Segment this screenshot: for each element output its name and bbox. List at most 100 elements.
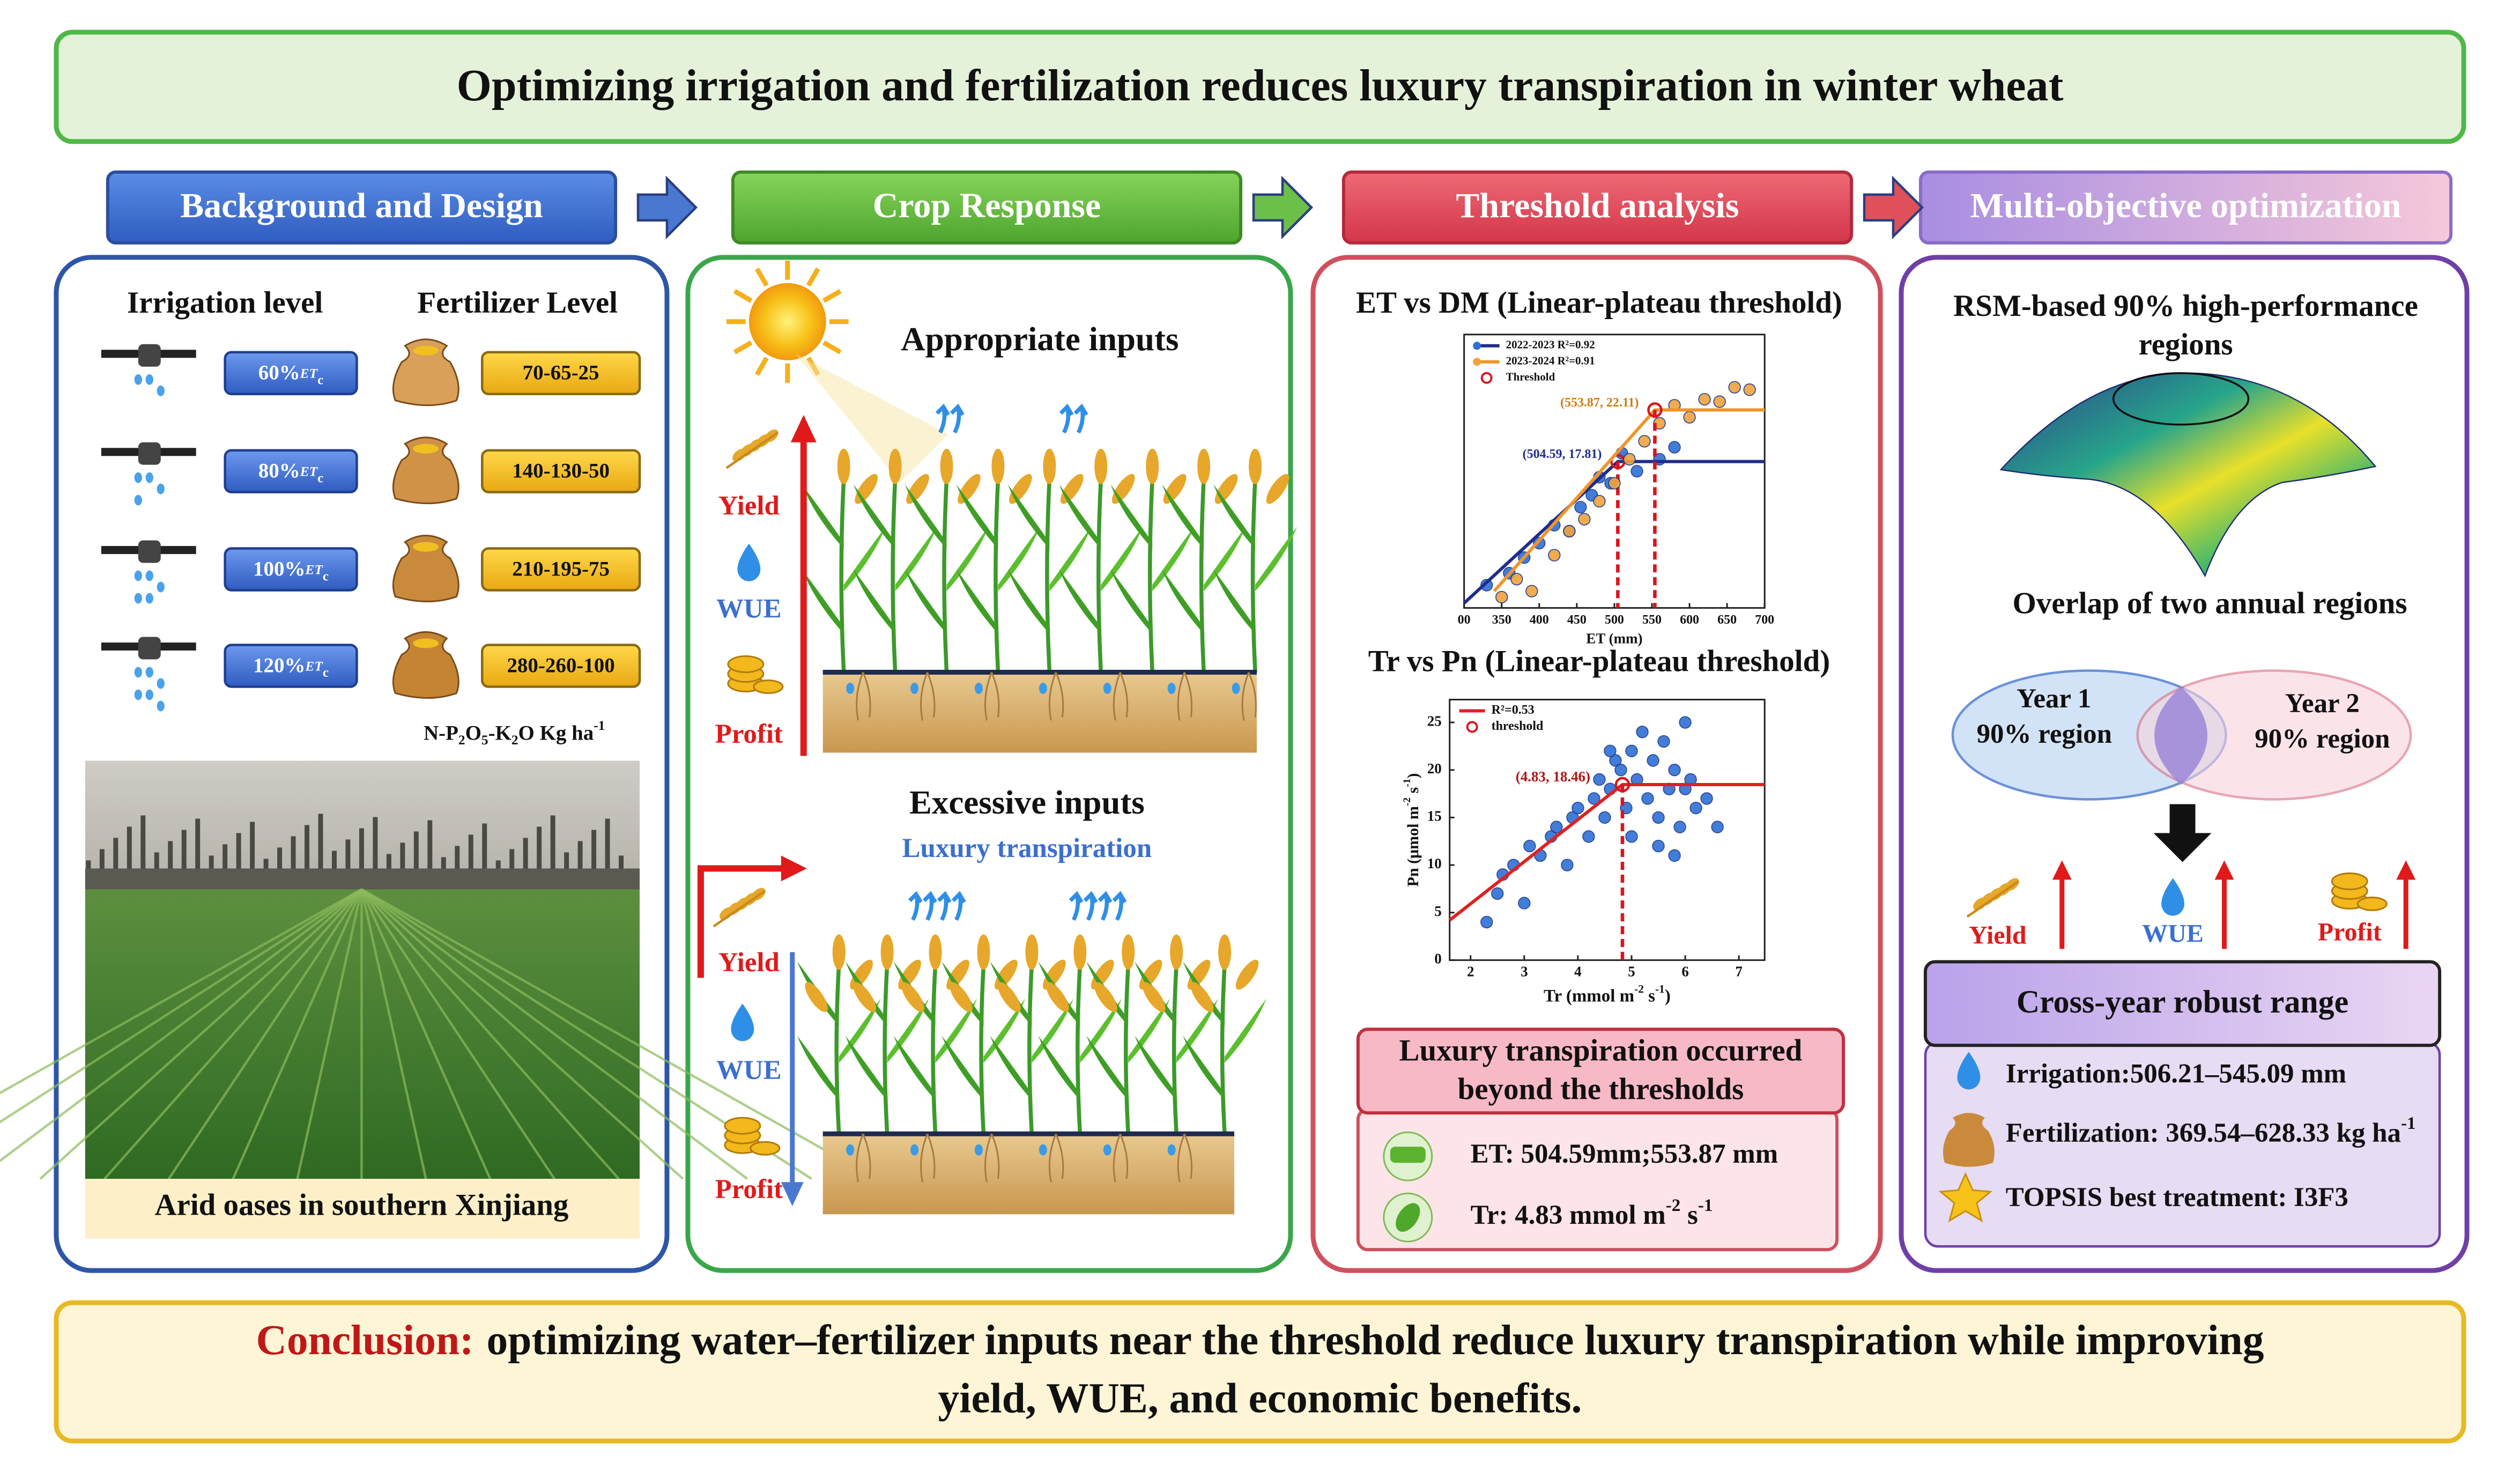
data-point <box>1636 726 1649 738</box>
star-icon <box>1938 1172 1993 1223</box>
stem <box>931 965 938 1134</box>
emitter <box>138 344 161 367</box>
leaf <box>1049 527 1092 592</box>
increase-arrow-head <box>2052 860 2072 880</box>
legend-label: 2022-2023 R²=0.92 <box>1506 338 1595 351</box>
data-point <box>1593 773 1606 786</box>
crop-row <box>0 888 362 1095</box>
text-part: Pn (μmol m <box>1404 806 1422 886</box>
water-drop <box>1039 683 1047 694</box>
legend-marker <box>1466 721 1478 733</box>
bent-arrow <box>697 865 784 978</box>
benefit-label: Profit <box>2318 918 2382 946</box>
leaf <box>942 1036 984 1100</box>
conclusion-line: yield, WUE, and economic benefits. <box>938 1374 1582 1422</box>
step-title: Crop Response <box>873 186 1101 225</box>
crop-row <box>232 889 363 1180</box>
legend-marker <box>1480 372 1493 384</box>
text-part: ET <box>305 659 323 674</box>
stem <box>1027 965 1034 1134</box>
sun-ray <box>754 357 769 376</box>
x-tick-label: 500 <box>1605 613 1624 627</box>
y-tick-label: 5 <box>1434 903 1441 919</box>
region-outline <box>2112 372 2250 426</box>
fertilizer-grains <box>413 542 439 552</box>
y-tick-label: 10 <box>1427 855 1442 871</box>
fertilizer-box <box>480 644 641 688</box>
emitter <box>138 637 161 660</box>
sun-beam <box>795 353 948 483</box>
text-part: TOPSIS best treatment: I3F3 <box>2006 1183 2348 1213</box>
text-part: -K <box>488 721 512 744</box>
fertilizer-grains <box>413 345 439 356</box>
water-drop <box>974 1144 983 1156</box>
vapor-arrow <box>1083 891 1098 921</box>
text-part: 2 <box>458 733 465 748</box>
wheat-ear <box>950 982 973 1013</box>
leaf <box>1176 999 1219 1063</box>
crop-row <box>360 889 427 1179</box>
benefit-label: Yield <box>718 491 780 521</box>
irrigation-label-box <box>224 449 358 493</box>
water-drop <box>145 593 153 604</box>
water-drop <box>134 570 142 581</box>
y-tick-label: 15 <box>1427 808 1442 824</box>
irrigation-label: 60%ETc <box>258 361 324 388</box>
conclusion-block: Conclusion: optimizing water–fertilizer i… <box>54 1300 2466 1444</box>
text-part: -2 <box>1666 1195 1681 1215</box>
overlap-title: Overlap of two annual regions <box>2012 587 2407 620</box>
soil <box>822 1134 1235 1215</box>
water-drop <box>134 472 142 483</box>
title-block: Optimizing irrigation and fertilization … <box>54 29 2466 144</box>
data-point <box>1625 830 1638 843</box>
crop-row <box>39 888 362 1180</box>
text-part: O Kg ha <box>518 721 594 744</box>
water-drop <box>157 700 165 712</box>
leaf <box>1225 999 1266 1063</box>
up-arrow-head <box>790 415 817 442</box>
fertilizer-box <box>480 351 641 395</box>
leaf <box>1204 527 1246 592</box>
text-part: ) <box>1404 773 1422 779</box>
fertilizer-sack <box>392 338 459 407</box>
photo-caption: Arid oases in southern Xinjiang <box>154 1188 568 1222</box>
rsm-title: RSM-based 90% high-performance <box>1953 289 2418 323</box>
step-headers: Background and Design Crop Response Thresh… <box>106 170 2453 245</box>
text-part: 5 <box>481 733 488 748</box>
data-point <box>1572 801 1584 815</box>
data-point <box>1652 839 1665 853</box>
y-tick-label: 0 <box>1434 951 1441 967</box>
data-point <box>1533 537 1546 550</box>
x-axis-label: ET (mm) <box>1586 631 1642 647</box>
leaf <box>1255 527 1297 592</box>
water-drop <box>1103 1144 1111 1156</box>
coin <box>753 679 784 694</box>
data-point <box>1679 716 1692 729</box>
irrigation-label: 100%ETc <box>253 558 329 584</box>
leaf <box>1110 569 1153 634</box>
benefit-label: WUE <box>2142 919 2204 948</box>
step-title: Multi-objective optimization <box>1970 186 2402 225</box>
step-title: Threshold analysis <box>1456 186 1739 225</box>
text-part: Fertilization: 369.54–628.33 kg ha <box>2006 1118 2401 1148</box>
sun-ray <box>733 340 753 354</box>
data-point <box>1728 381 1741 394</box>
text-part: c <box>317 372 323 387</box>
text-part: 60% <box>258 361 300 385</box>
wheat-ear <box>1146 448 1159 484</box>
water-drop <box>1232 683 1240 694</box>
leaf <box>845 1036 887 1100</box>
text-part: ET <box>300 464 318 479</box>
x-tick-label: 3 <box>1521 964 1528 980</box>
threshold-label: (504.59, 17.81) <box>1523 447 1602 461</box>
fertilizer-unit: N-P2O5-K2O Kg ha-1 <box>424 718 605 748</box>
wheat-stalk <box>1966 880 2020 918</box>
text-part: 2 <box>512 733 518 748</box>
data-point <box>1608 477 1621 490</box>
leaf <box>905 569 947 634</box>
wheat-stalk <box>713 890 766 928</box>
water-drop <box>134 593 142 604</box>
root <box>856 1133 871 1183</box>
step-title: Background and Design <box>180 186 543 225</box>
